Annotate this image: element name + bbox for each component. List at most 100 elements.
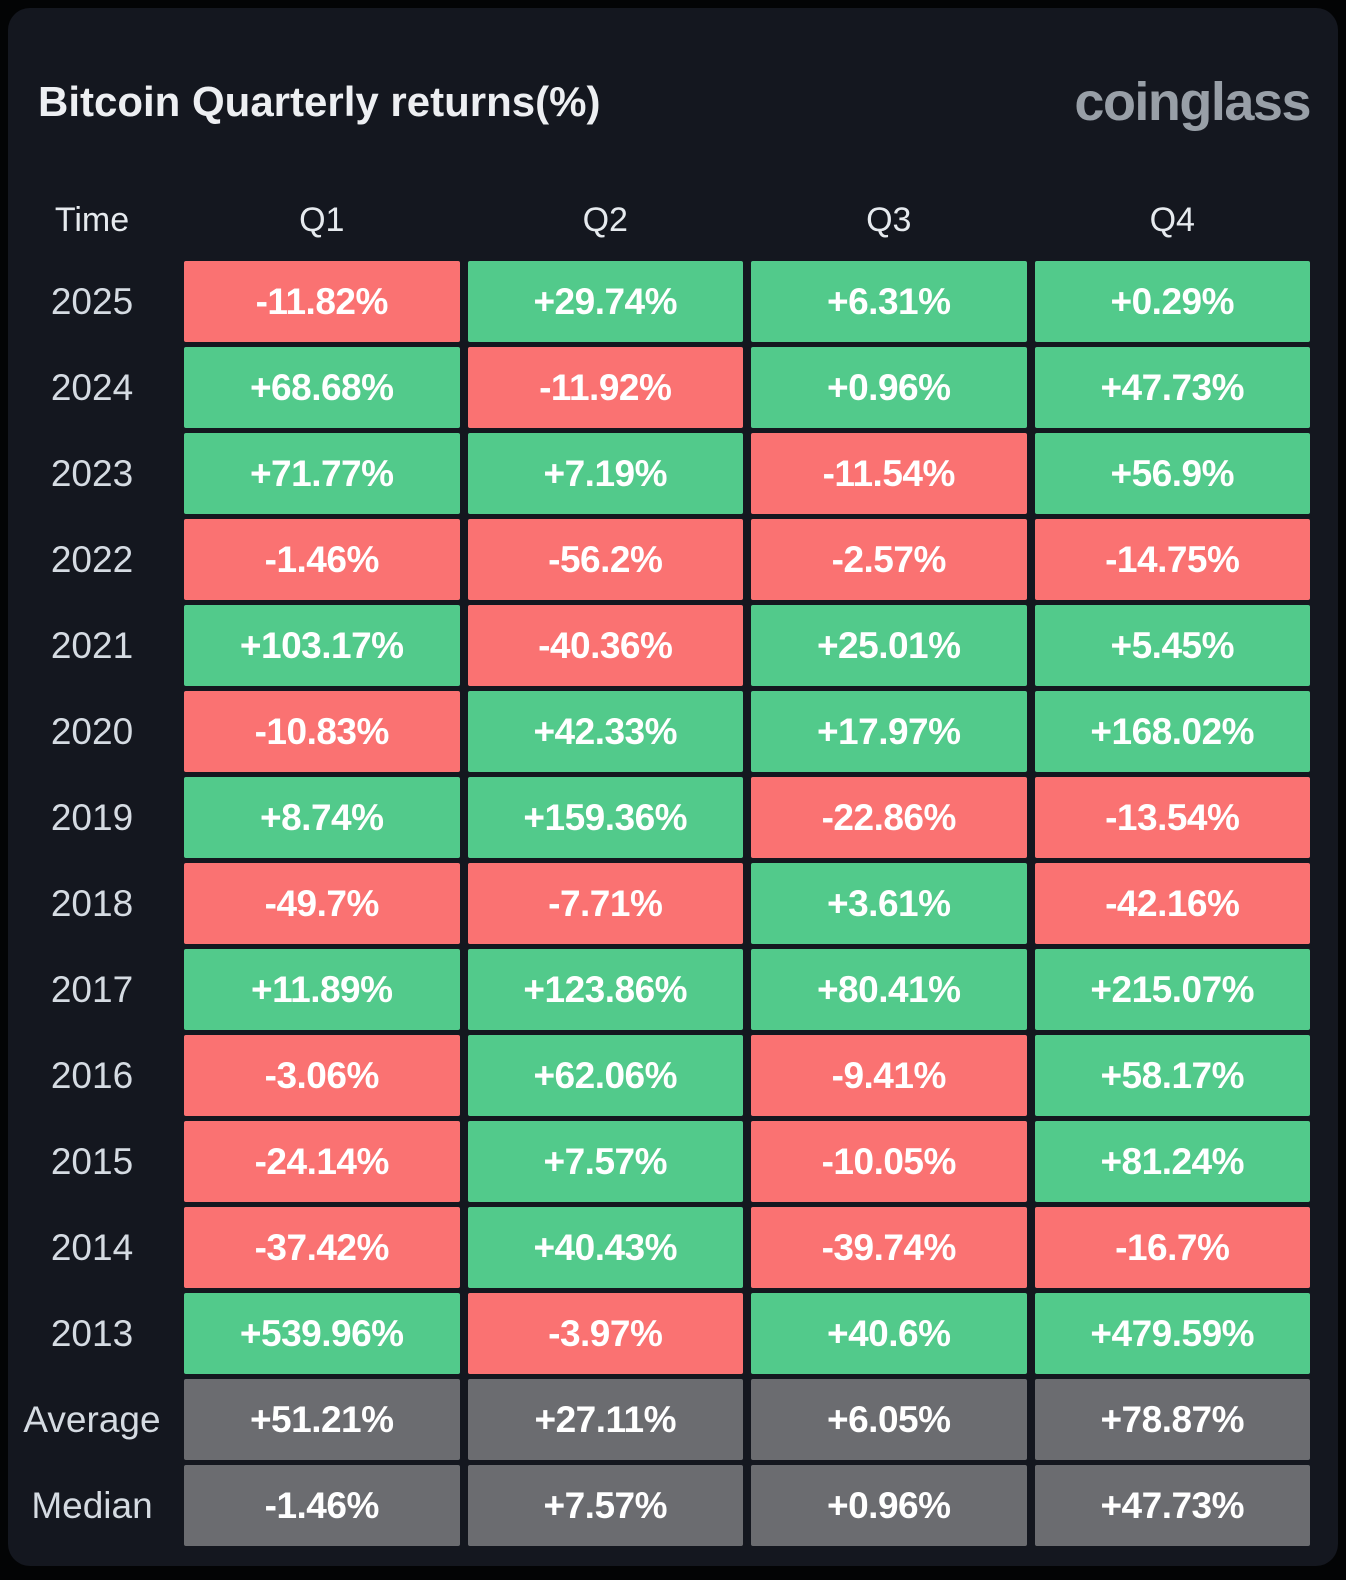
table-row: 2015 -24.14% +7.57% -10.05% +81.24% — [8, 1121, 1310, 1202]
return-cell-q4: -42.16% — [1034, 863, 1310, 944]
return-cell-q3: +0.96% — [751, 1465, 1027, 1546]
row-label: 2017 — [50, 968, 134, 1010]
return-cell-q4: +47.73% — [1034, 1465, 1310, 1546]
row-label: 2023 — [50, 452, 134, 494]
row-label: 2014 — [50, 1226, 134, 1268]
column-header-q2: Q2 — [582, 200, 628, 239]
return-cell-q4: +0.29% — [1034, 261, 1310, 342]
return-cell-q4: +81.24% — [1034, 1121, 1310, 1202]
row-label: 2025 — [50, 280, 134, 322]
return-cell-q3: -22.86% — [751, 777, 1027, 858]
row-label: 2024 — [50, 366, 134, 408]
column-header-q4: Q4 — [1149, 200, 1195, 239]
return-cell-q3: +80.41% — [751, 949, 1027, 1030]
table-row: Average +51.21% +27.11% +6.05% +78.87% — [8, 1379, 1310, 1460]
return-cell-q2: +42.33% — [467, 691, 743, 772]
row-label: 2018 — [50, 882, 134, 924]
return-cell-q2: +40.43% — [467, 1207, 743, 1288]
return-cell-q1: +71.77% — [184, 433, 460, 514]
table-row: 2023 +71.77% +7.19% -11.54% +56.9% — [8, 433, 1310, 514]
return-cell-q2: +62.06% — [467, 1035, 743, 1116]
coinglass-logo: coinglass — [1074, 72, 1311, 132]
row-label: 2022 — [50, 538, 134, 580]
row-label: 2015 — [50, 1140, 134, 1182]
column-header-row: Time Q1 Q2 Q3 Q4 — [8, 192, 1310, 248]
return-cell-q4: +56.9% — [1034, 433, 1310, 514]
return-cell-q1: +8.74% — [184, 777, 460, 858]
return-cell-q3: -39.74% — [751, 1207, 1027, 1288]
table-row: 2017 +11.89% +123.86% +80.41% +215.07% — [8, 949, 1310, 1030]
return-cell-q1: -49.7% — [184, 863, 460, 944]
card-header: Bitcoin Quarterly returns(%) coinglass — [38, 72, 1311, 132]
return-cell-q2: +27.11% — [467, 1379, 743, 1460]
return-cell-q2: +123.86% — [467, 949, 743, 1030]
row-label: 2013 — [50, 1312, 134, 1354]
page-title: Bitcoin Quarterly returns(%) — [38, 78, 601, 125]
quarterly-returns-card: Bitcoin Quarterly returns(%) coinglass T… — [8, 8, 1338, 1566]
return-cell-q3: +3.61% — [751, 863, 1027, 944]
column-header-time: Time — [54, 200, 130, 239]
return-cell-q3: +40.6% — [751, 1293, 1027, 1374]
return-cell-q1: +11.89% — [184, 949, 460, 1030]
return-cell-q4: +5.45% — [1034, 605, 1310, 686]
row-label: 2020 — [50, 710, 134, 752]
return-cell-q3: +0.96% — [751, 347, 1027, 428]
column-header-q3: Q3 — [866, 200, 912, 239]
return-cell-q2: -56.2% — [467, 519, 743, 600]
return-cell-q1: -10.83% — [184, 691, 460, 772]
row-label: 2021 — [50, 624, 134, 666]
return-cell-q2: -7.71% — [467, 863, 743, 944]
table-row: 2024 +68.68% -11.92% +0.96% +47.73% — [8, 347, 1310, 428]
table-row: 2018 -49.7% -7.71% +3.61% -42.16% — [8, 863, 1310, 944]
return-cell-q1: -1.46% — [184, 519, 460, 600]
return-cell-q4: +47.73% — [1034, 347, 1310, 428]
returns-table: Time Q1 Q2 Q3 Q4 2025 -11.82% +29.74% +6… — [8, 192, 1310, 1546]
table-row: 2025 -11.82% +29.74% +6.31% +0.29% — [8, 261, 1310, 342]
table-row: 2019 +8.74% +159.36% -22.86% -13.54% — [8, 777, 1310, 858]
return-cell-q1: -24.14% — [184, 1121, 460, 1202]
return-cell-q1: +539.96% — [184, 1293, 460, 1374]
return-cell-q2: +29.74% — [467, 261, 743, 342]
return-cell-q4: -13.54% — [1034, 777, 1310, 858]
column-header-q1: Q1 — [299, 200, 345, 239]
return-cell-q1: -3.06% — [184, 1035, 460, 1116]
row-label: 2019 — [50, 796, 134, 838]
return-cell-q1: +51.21% — [184, 1379, 460, 1460]
return-cell-q1: -11.82% — [184, 261, 460, 342]
return-cell-q4: +215.07% — [1034, 949, 1310, 1030]
return-cell-q4: -16.7% — [1034, 1207, 1310, 1288]
row-label: Average — [23, 1398, 161, 1440]
table-row: 2020 -10.83% +42.33% +17.97% +168.02% — [8, 691, 1310, 772]
return-cell-q2: +7.57% — [467, 1121, 743, 1202]
row-label: Median — [31, 1484, 153, 1526]
return-cell-q2: +7.19% — [467, 433, 743, 514]
return-cell-q1: +68.68% — [184, 347, 460, 428]
return-cell-q4: +479.59% — [1034, 1293, 1310, 1374]
table-row: 2014 -37.42% +40.43% -39.74% -16.7% — [8, 1207, 1310, 1288]
return-cell-q3: -2.57% — [751, 519, 1027, 600]
return-cell-q4: +78.87% — [1034, 1379, 1310, 1460]
return-cell-q2: -3.97% — [467, 1293, 743, 1374]
return-cell-q3: -9.41% — [751, 1035, 1027, 1116]
return-cell-q4: +58.17% — [1034, 1035, 1310, 1116]
return-cell-q4: -14.75% — [1034, 519, 1310, 600]
return-cell-q3: -11.54% — [751, 433, 1027, 514]
return-cell-q3: +6.05% — [751, 1379, 1027, 1460]
return-cell-q4: +168.02% — [1034, 691, 1310, 772]
table-row: 2022 -1.46% -56.2% -2.57% -14.75% — [8, 519, 1310, 600]
return-cell-q1: +103.17% — [184, 605, 460, 686]
table-row: 2016 -3.06% +62.06% -9.41% +58.17% — [8, 1035, 1310, 1116]
table-rows: 2025 -11.82% +29.74% +6.31% +0.29% 2024 … — [8, 261, 1310, 1546]
table-row: 2013 +539.96% -3.97% +40.6% +479.59% — [8, 1293, 1310, 1374]
return-cell-q1: -37.42% — [184, 1207, 460, 1288]
return-cell-q3: -10.05% — [751, 1121, 1027, 1202]
return-cell-q2: -40.36% — [467, 605, 743, 686]
return-cell-q3: +25.01% — [751, 605, 1027, 686]
return-cell-q2: +7.57% — [467, 1465, 743, 1546]
return-cell-q2: -11.92% — [467, 347, 743, 428]
row-label: 2016 — [50, 1054, 134, 1096]
return-cell-q3: +6.31% — [751, 261, 1027, 342]
return-cell-q2: +159.36% — [467, 777, 743, 858]
return-cell-q3: +17.97% — [751, 691, 1027, 772]
return-cell-q1: -1.46% — [184, 1465, 460, 1546]
